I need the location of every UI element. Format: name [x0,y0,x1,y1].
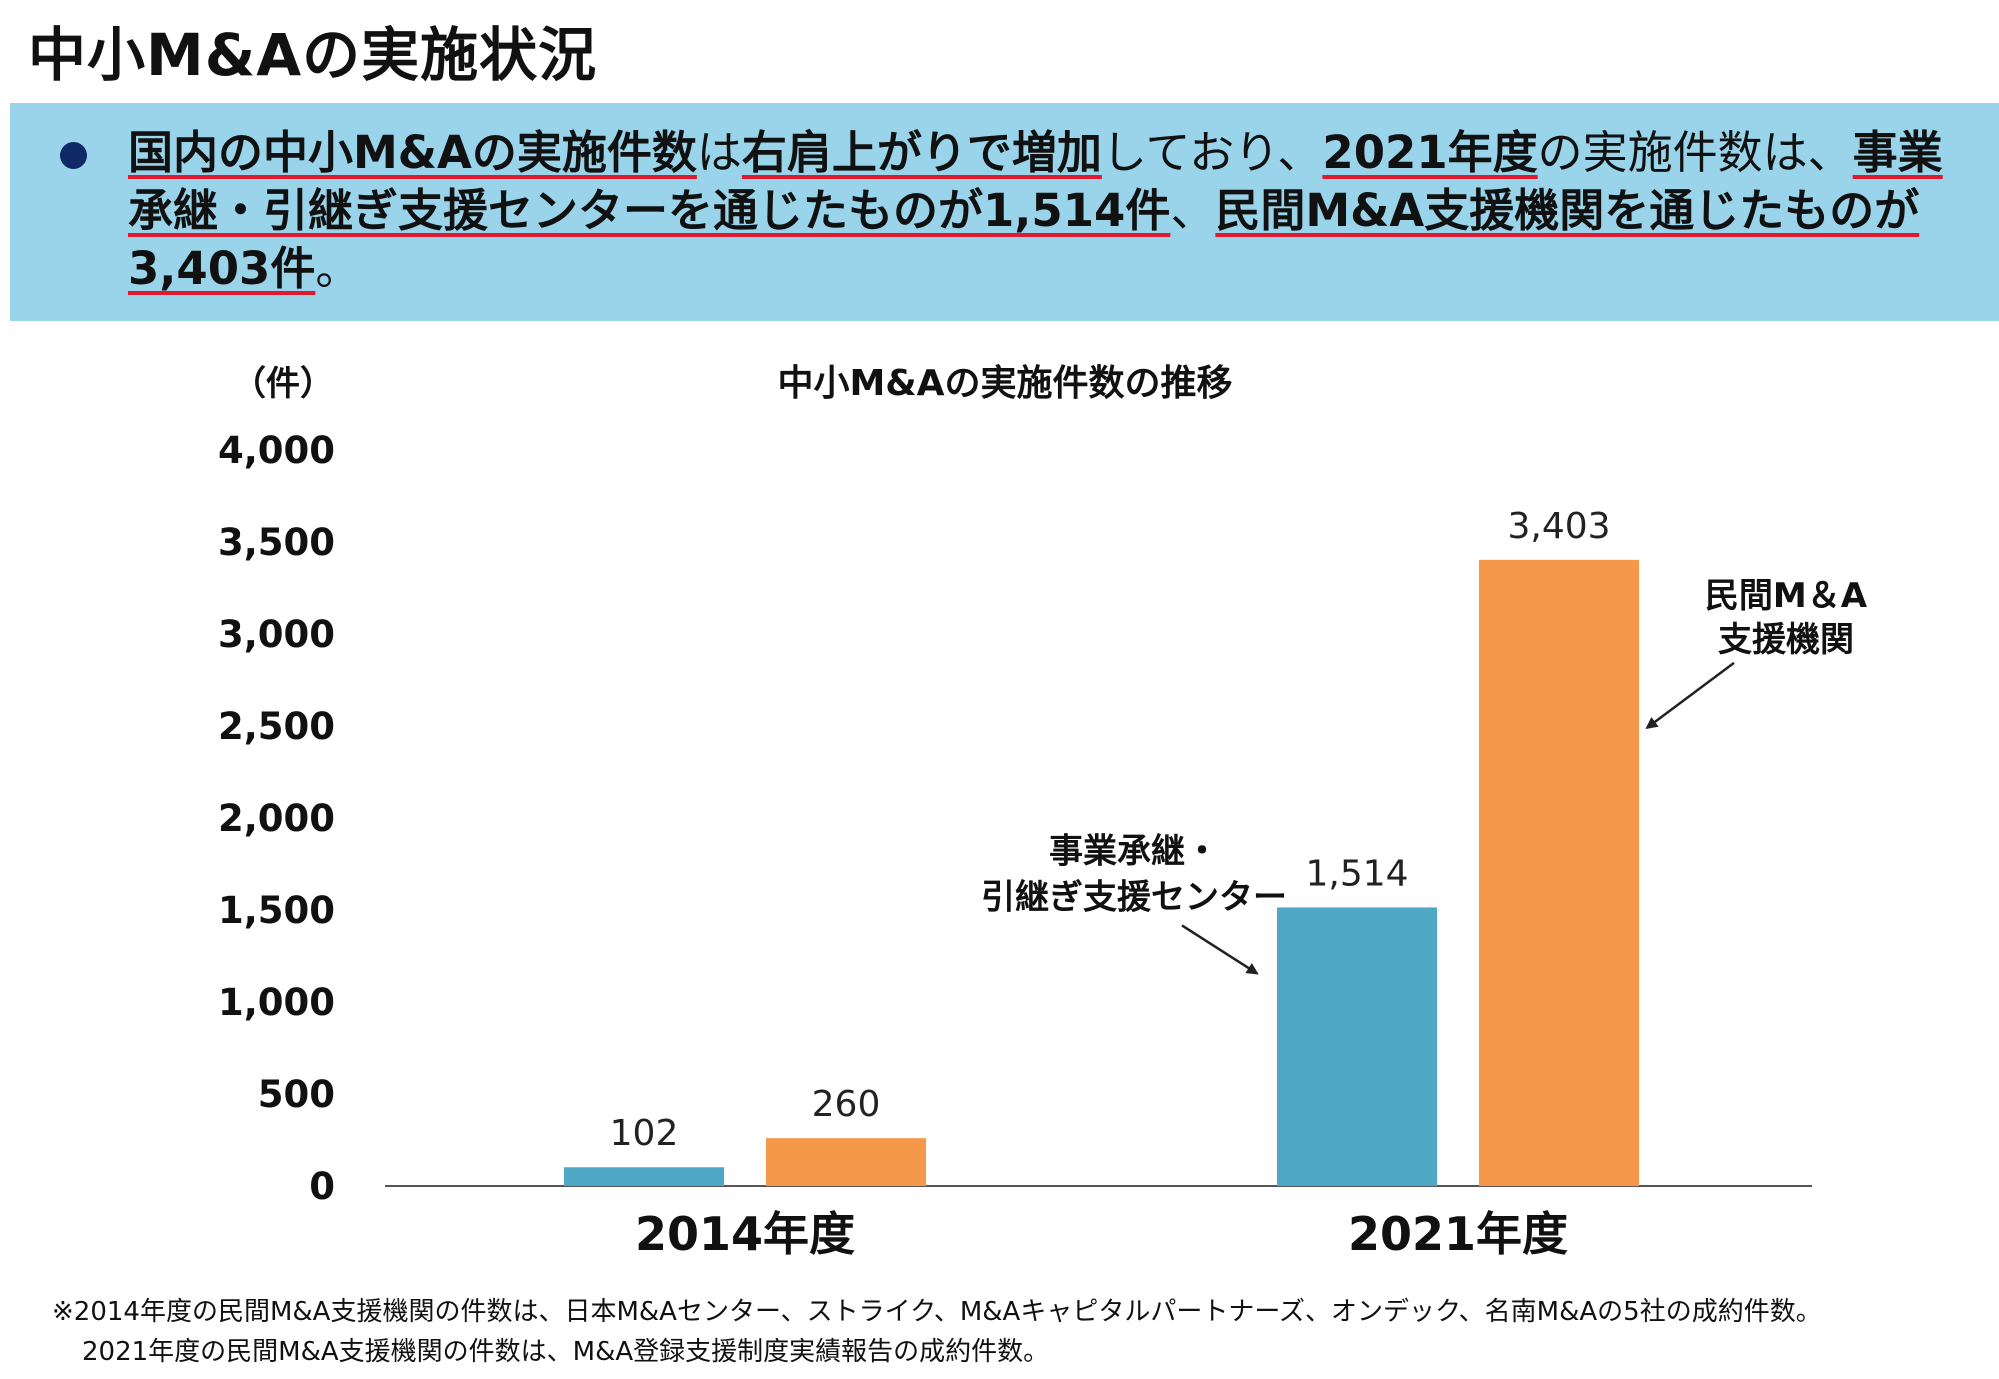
bar-private-1 [1479,559,1639,1186]
bar-center-1 [1277,907,1437,1186]
summary-text: 国内の中小M&Aの実施件数は右肩上がりで増加しており、2021年度の実施件数は、… [128,124,1968,298]
y-tick-label: 1,500 [218,889,335,932]
bar-chart: 中小M&Aの実施件数の推移 （件） 0 500 1,000 1,500 2,000 2,500… [218,363,1868,1261]
x-tick-label: 2014年度 [635,1207,855,1261]
y-tick-label: 2,500 [218,705,335,748]
annotation-arrow [1645,661,1735,730]
y-tick-label: 0 [309,1165,335,1208]
footnote-line-2: 2021年度の民間M&A支援機関の件数は、M&A登録支援制度実績報告の成約件数。 [82,1337,1050,1367]
page-title: 中小M&Aの実施状況 [28,21,598,89]
summary-part: 国内の中小M&Aの実施件数 [128,126,697,179]
footnote-line-1: ※2014年度の民間M&A支援機関の件数は、日本M&Aセンター、ストライク、M&… [52,1297,1822,1327]
annotation-label: 引継ぎ支援センター [981,877,1287,917]
summary-part: 。 [315,242,361,295]
bar-center-0 [564,1167,724,1186]
y-tick-label: 3,500 [218,521,335,564]
summary-part: 民間M&A支援機関を通じたものが3,403件 [128,184,1920,295]
summary-part: 2021年度 [1322,126,1538,179]
footnote: ※2014年度の民間M&A支援機関の件数は、日本M&Aセンター、ストライク、M&… [52,1292,1822,1372]
y-tick-label: 1,000 [218,981,335,1024]
data-label: 3,403 [1507,506,1610,547]
annotation-label: 支援機関 [1718,620,1854,660]
summary-part: の実施件数は、 [1537,126,1853,179]
summary-part: は [696,126,742,179]
summary-part: 、 [1170,184,1216,237]
summary-part: しており、 [1101,126,1323,179]
summary-part: 右肩上がりで増加 [741,126,1102,179]
chart-title: 中小M&Aの実施件数の推移 [777,363,1232,404]
annotation-label: 民間M＆A [1705,576,1868,616]
x-tick-label: 2021年度 [1348,1207,1568,1261]
y-tick-label: 2,000 [218,797,335,840]
annotation-label: 事業承継・ [1049,831,1219,871]
summary-part: 事業承継・引継ぎ支援センターを通じたものが1,514件 [128,126,1943,237]
bullet-icon [60,142,87,169]
data-label: 102 [610,1113,679,1154]
bar-private-0 [766,1138,926,1186]
y-axis-unit-label: （件） [232,364,334,404]
annotation-arrow [1181,924,1259,975]
y-tick-label: 3,000 [218,613,335,656]
summary-box [10,103,1999,321]
y-tick-label: 4,000 [218,429,335,472]
data-label: 1,514 [1305,853,1408,894]
y-tick-label: 500 [258,1073,335,1116]
data-label: 260 [812,1084,881,1125]
